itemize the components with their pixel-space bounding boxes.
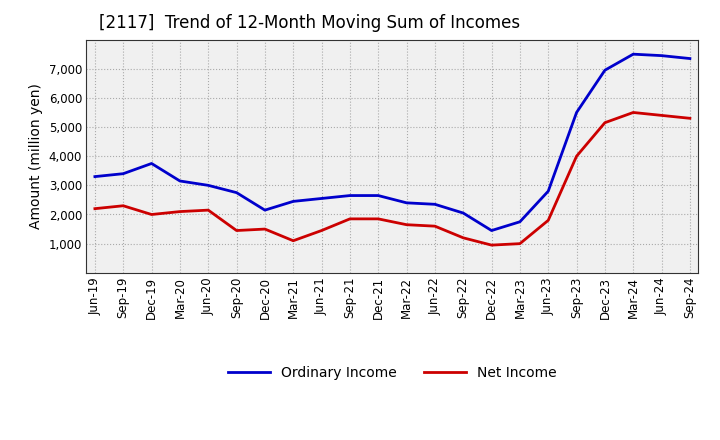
Net Income — [176, 209, 184, 214]
Net Income — [487, 242, 496, 248]
Ordinary Income — [204, 183, 212, 188]
Ordinary Income — [289, 199, 297, 204]
Net Income — [516, 241, 524, 246]
Ordinary Income — [685, 56, 694, 61]
Line: Ordinary Income: Ordinary Income — [95, 54, 690, 231]
Ordinary Income — [487, 228, 496, 233]
Ordinary Income — [91, 174, 99, 179]
Ordinary Income — [176, 178, 184, 183]
Ordinary Income — [600, 68, 609, 73]
Ordinary Income — [572, 110, 581, 115]
Net Income — [685, 116, 694, 121]
Ordinary Income — [431, 202, 439, 207]
Net Income — [289, 238, 297, 243]
Ordinary Income — [119, 171, 127, 176]
Ordinary Income — [261, 208, 269, 213]
Net Income — [204, 208, 212, 213]
Ordinary Income — [233, 190, 241, 195]
Ordinary Income — [516, 219, 524, 224]
Ordinary Income — [544, 188, 552, 194]
Net Income — [346, 216, 354, 221]
Net Income — [459, 235, 467, 240]
Line: Net Income: Net Income — [95, 113, 690, 245]
Ordinary Income — [459, 210, 467, 216]
Legend: Ordinary Income, Net Income: Ordinary Income, Net Income — [221, 359, 564, 387]
Ordinary Income — [402, 200, 411, 205]
Net Income — [629, 110, 637, 115]
Ordinary Income — [374, 193, 382, 198]
Ordinary Income — [657, 53, 666, 58]
Ordinary Income — [346, 193, 354, 198]
Net Income — [91, 206, 99, 211]
Net Income — [261, 227, 269, 232]
Net Income — [544, 218, 552, 223]
Y-axis label: Amount (million yen): Amount (million yen) — [30, 83, 43, 229]
Net Income — [119, 203, 127, 209]
Ordinary Income — [629, 51, 637, 57]
Ordinary Income — [318, 196, 326, 201]
Net Income — [233, 228, 241, 233]
Net Income — [318, 228, 326, 233]
Net Income — [431, 224, 439, 229]
Net Income — [600, 120, 609, 125]
Net Income — [402, 222, 411, 227]
Text: [2117]  Trend of 12-Month Moving Sum of Incomes: [2117] Trend of 12-Month Moving Sum of I… — [99, 15, 520, 33]
Net Income — [374, 216, 382, 221]
Net Income — [572, 154, 581, 159]
Net Income — [148, 212, 156, 217]
Ordinary Income — [148, 161, 156, 166]
Net Income — [657, 113, 666, 118]
